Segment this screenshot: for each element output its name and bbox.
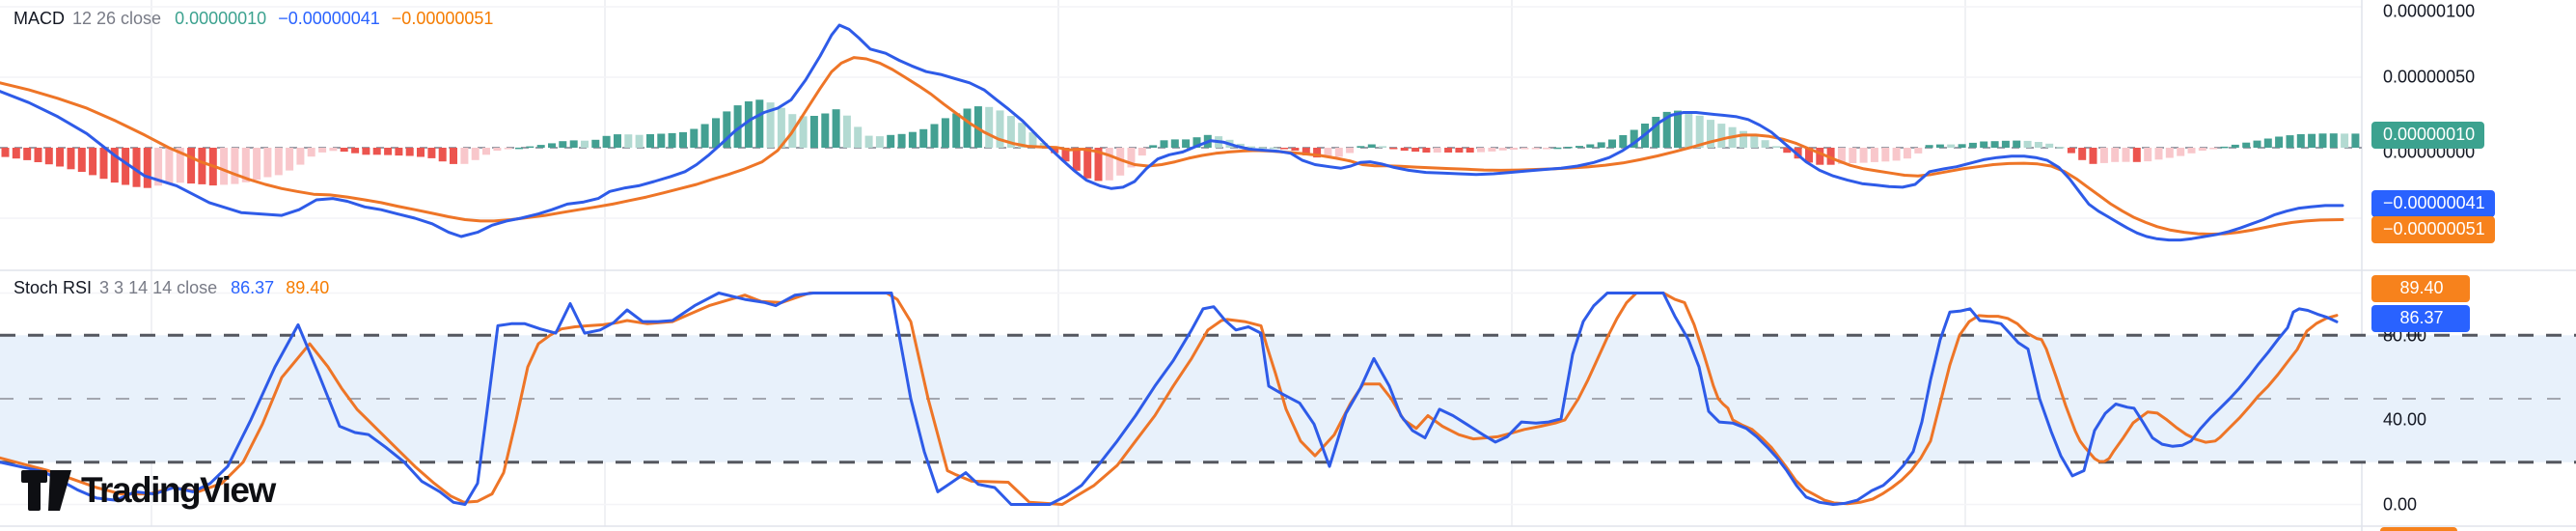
axis-label: 0.00000050 — [2383, 67, 2476, 87]
stoch-d-value: 89.40 — [286, 278, 330, 297]
partial-axis-badge — [2380, 527, 2457, 531]
tradingview-logo[interactable]: TradingView — [21, 467, 276, 514]
level-lines — [0, 147, 2576, 464]
tradingview-logo-icon — [21, 470, 71, 511]
axis-value-badge: −0.00000041 — [2371, 190, 2495, 217]
axis-value-badge: 86.37 — [2371, 305, 2470, 332]
stoch-header[interactable]: Stoch RSI 3 3 14 14 close 86.37 89.40 — [14, 277, 341, 298]
axis-value-badge: 0.00000010 — [2371, 122, 2485, 149]
macd-hist-value: 0.00000010 — [175, 9, 267, 28]
indicator-lines — [0, 23, 2344, 506]
axis-value-badge: 89.40 — [2371, 275, 2470, 302]
axis-label: 0.00 — [2383, 494, 2418, 515]
macd-header[interactable]: MACD 12 26 close 0.00000010 −0.00000041 −0.0… — [14, 8, 505, 29]
macd-line-value: −0.00000041 — [278, 9, 380, 28]
pane-dividers — [0, 269, 2576, 527]
axis-value-badge: −0.00000051 — [2371, 216, 2495, 243]
macd-title: MACD — [14, 9, 65, 28]
macd-signal-value: −0.00000051 — [391, 9, 494, 28]
macd-params: 12 26 close — [72, 9, 162, 28]
axis-label: 40.00 — [2383, 409, 2427, 430]
stoch-title: Stoch RSI — [14, 278, 93, 297]
macd-histogram — [1, 99, 2360, 188]
tradingview-logo-text: TradingView — [81, 470, 276, 510]
axis-label: 0.00000100 — [2383, 1, 2476, 21]
stoch-k-value: 86.37 — [231, 278, 275, 297]
stoch-params: 3 3 14 14 close — [99, 278, 218, 297]
